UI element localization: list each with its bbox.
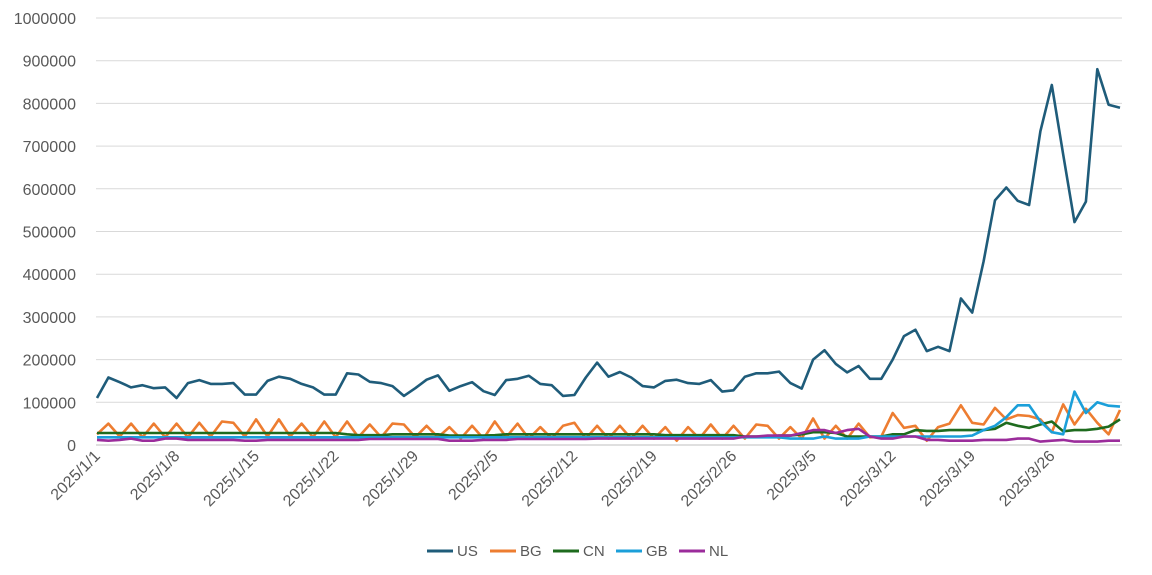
x-tick-label: 2025/1/29 [360,448,422,510]
y-tick-label: 1000000 [14,11,76,28]
gridlines [96,17,1122,403]
x-tick-label: 2025/2/26 [678,448,740,510]
x-tick-label: 2025/3/12 [837,448,899,510]
legend-item-nl: NL [679,543,728,560]
y-tick-label: 700000 [23,139,76,156]
x-tick-label: 2025/3/5 [764,448,820,504]
legend-label: US [457,543,478,560]
x-tick-label: 2025/1/8 [127,448,183,504]
legend-item-gb: GB [616,543,668,560]
y-axis-tick-labels: 0 100000 200000 300000 400000 500000 600000 700… [14,11,76,455]
x-tick-label: 2025/2/19 [598,448,660,510]
x-tick-label: 2025/2/12 [519,448,581,510]
series-line-nl [96,427,1120,443]
y-tick-label: 900000 [23,54,76,71]
y-tick-label: 500000 [23,225,76,242]
legend-item-us: US [427,543,478,560]
y-tick-label: 0 [67,438,76,455]
legend-item-bg: BG [490,543,542,560]
y-tick-label: 200000 [23,353,76,370]
y-tick-label: 300000 [23,310,76,327]
series-line-us [95,67,1121,400]
legend-label: GB [646,543,668,560]
legend-label: CN [583,543,605,560]
legend-item-cn: CN [553,543,605,560]
legend: US BG CN GB NL [427,543,728,560]
series-line-gb [97,390,1121,440]
x-tick-label: 2025/3/26 [996,448,1058,510]
x-tick-label: 2025/2/5 [446,448,502,504]
x-tick-label: 2025/1/15 [201,448,263,510]
x-tick-label: 2025/1/1 [48,448,104,504]
y-tick-label: 800000 [23,96,76,113]
legend-label: BG [520,543,542,560]
y-tick-label: 600000 [23,182,76,199]
series-line-cn [97,418,1121,438]
x-tick-label: 2025/3/19 [917,448,979,510]
y-tick-label: 100000 [23,395,76,412]
y-tick-label: 400000 [23,267,76,284]
series-lines [95,67,1122,443]
legend-label: NL [709,543,728,560]
x-axis-tick-labels: 2025/1/1 2025/1/8 2025/1/15 2025/1/22 2025/1… [48,448,1059,510]
x-tick-label: 2025/1/22 [280,448,342,510]
